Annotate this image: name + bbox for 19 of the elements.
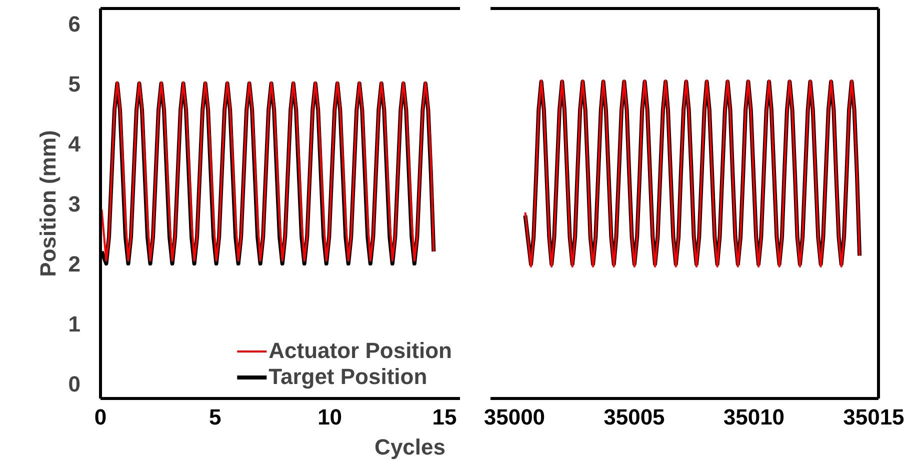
x-tick-label: 35015 [843, 404, 904, 430]
x-tick-label: 35000 [484, 404, 546, 430]
legend-label: Actuator Position [268, 338, 452, 364]
y-tick-label: 5 [68, 72, 81, 96]
x-tick-label: 15 [432, 404, 457, 430]
y-tick-label: 2 [68, 252, 81, 276]
x-tick-label: 10 [318, 404, 342, 430]
y-tick-label: 6 [68, 12, 81, 36]
x-tick-label: 35010 [723, 404, 785, 430]
y-tick-label: 0 [68, 372, 81, 396]
y-tick-label: 4 [68, 132, 82, 156]
x-tick-label: 0 [94, 404, 107, 430]
y-axis-title: Position (mm) [35, 130, 60, 277]
x-tick-label: 35005 [604, 404, 665, 430]
x-tick-label: 5 [209, 404, 222, 430]
y-tick-label: 3 [68, 192, 81, 216]
x-axis-title: Cycles [374, 434, 446, 460]
y-tick-label: 1 [68, 312, 81, 336]
legend-label: Target Position [268, 364, 428, 390]
